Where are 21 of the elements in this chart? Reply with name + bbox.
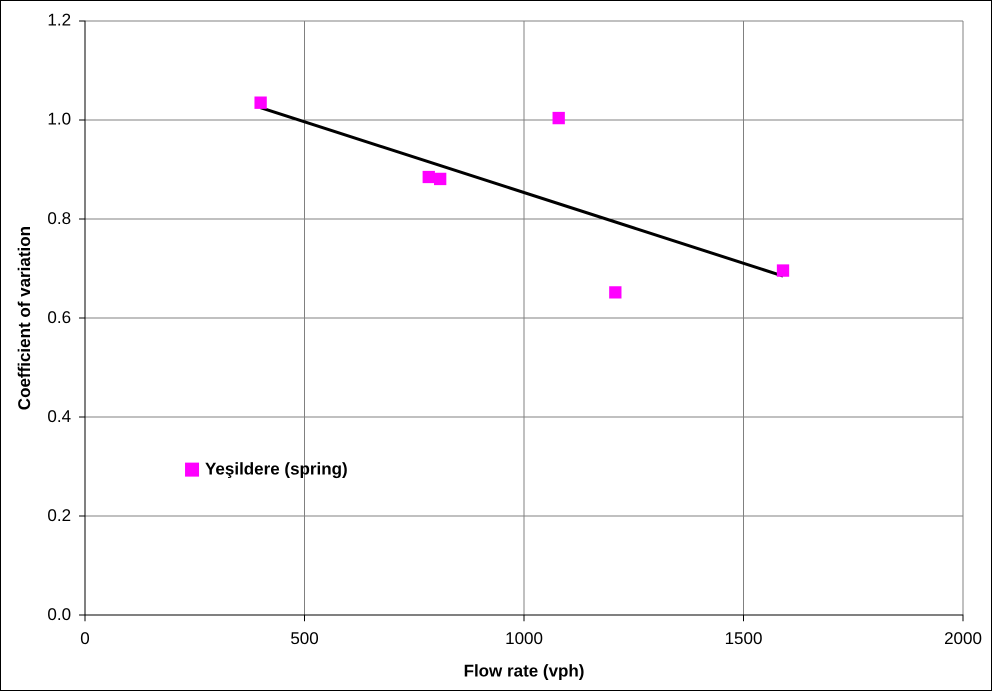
point [609, 286, 622, 299]
x-tick-label: 1500 [724, 629, 762, 648]
y-tick-label: 1.0 [47, 110, 72, 129]
y-axis-title: Coefficient of variation [14, 226, 34, 410]
point [254, 96, 267, 109]
y-tick-label: 1.2 [47, 10, 72, 30]
y-tick-label: 0.0 [47, 604, 72, 624]
legend-label: Yeşildere (spring) [205, 459, 348, 478]
x-tick-label: 0 [80, 629, 90, 648]
point [552, 112, 565, 124]
x-tick-label: 500 [290, 629, 319, 648]
y-tick-label: 0.6 [47, 308, 72, 327]
x-axis-title: Flow rate (vph) [464, 661, 584, 680]
point [434, 172, 446, 186]
y-tick-label: 0.8 [47, 208, 72, 228]
point [776, 264, 790, 277]
point [422, 170, 435, 184]
y-tick-label: 0.4 [47, 406, 72, 426]
x-tick-label: 1000 [505, 629, 543, 648]
x-tick-label: 2000 [944, 629, 982, 648]
y-tick-label: 0.2 [47, 506, 72, 525]
